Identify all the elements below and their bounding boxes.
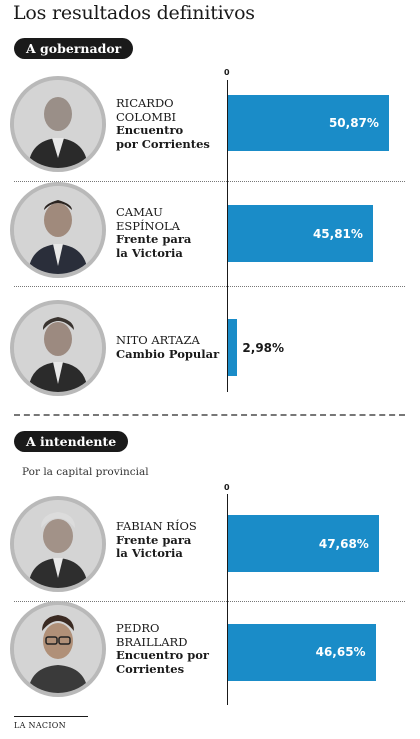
- candidate-photo-braillard: [14, 605, 102, 693]
- candidate-photo-espinola: [14, 186, 102, 274]
- candidate-party: Encuentro: [116, 123, 184, 137]
- source-credit: LA NACION: [14, 721, 66, 730]
- candidate-party: Encuentro por: [116, 648, 209, 662]
- bar-rios: [228, 515, 379, 572]
- value-label-colombi: 50,87%: [328, 116, 379, 130]
- candidate-label: RICARDO COLOMBI Encuentro por Corrientes: [116, 96, 226, 151]
- value-label-espinola: 45,81%: [312, 227, 363, 241]
- candidate-name: RICARDO: [116, 96, 174, 110]
- candidate-name: ESPÍNOLA: [116, 218, 180, 233]
- axis-zero-label: 0: [224, 483, 230, 492]
- axis-line: [227, 494, 228, 705]
- footer-rule: [14, 716, 88, 717]
- value-label-rios: 47,68%: [318, 537, 369, 551]
- candidate-name: FABIAN RÍOS: [116, 519, 197, 533]
- candidate-photo-rios: [14, 500, 102, 588]
- candidate-label: PEDRO BRAILLARD Encuentro por Corrientes: [116, 621, 226, 676]
- section-heading-gobernador: A gobernador: [14, 38, 134, 59]
- candidate-party: la Victoria: [116, 546, 183, 560]
- candidate-label: CAMAU ESPÍNOLA Frente para la Victoria: [116, 205, 226, 260]
- row-separator: [14, 181, 405, 182]
- candidate-photo-colombi: [14, 80, 102, 168]
- candidate-name: CAMAU: [116, 205, 163, 219]
- candidate-party: Frente para: [116, 532, 192, 547]
- candidate-party: Corrientes: [116, 661, 185, 676]
- candidate-party: por Corrientes: [116, 136, 210, 151]
- value-label-artaza: 2,98%: [242, 341, 285, 355]
- candidate-party: la Victoria: [116, 245, 183, 260]
- section-heading-intendente: A intendente: [14, 431, 129, 452]
- section-separator: [14, 414, 405, 416]
- candidate-label: FABIAN RÍOS Frente para la Victoria: [116, 519, 226, 561]
- bar-colombi: [228, 95, 389, 151]
- bar-braillard: [228, 624, 376, 681]
- axis-zero-label: 0: [224, 68, 230, 77]
- candidate-name: COLOMBI: [116, 109, 177, 124]
- candidate-label: NITO ARTAZA Cambio Popular: [116, 333, 226, 361]
- candidate-photo-artaza: [14, 304, 102, 392]
- candidate-name: PEDRO: [116, 621, 160, 635]
- bar-espinola: [228, 205, 373, 262]
- value-label-braillard: 46,65%: [315, 645, 366, 659]
- axis-line: [227, 80, 228, 392]
- section-subtitle: Por la capital provincial: [22, 466, 149, 478]
- page-title: Los resultados definitivos: [13, 2, 255, 24]
- candidate-party: Frente para: [116, 232, 192, 246]
- candidate-party: Cambio Popular: [116, 346, 220, 361]
- row-separator: [14, 601, 405, 602]
- candidate-name: BRAILLARD: [116, 634, 188, 649]
- row-separator: [14, 286, 405, 287]
- bar-artaza: [228, 319, 238, 376]
- candidate-name: NITO ARTAZA: [116, 333, 200, 347]
